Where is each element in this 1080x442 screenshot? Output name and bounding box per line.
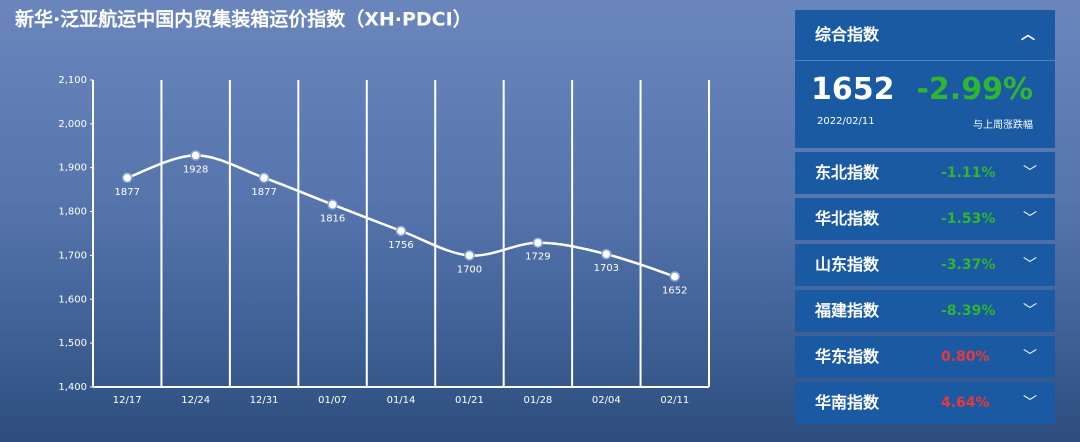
chevron-down[interactable]: ﹀ xyxy=(1023,303,1037,319)
data-label: 1729 xyxy=(525,252,550,263)
x-tick-label: 01/14 xyxy=(387,395,416,406)
summary-header[interactable]: 综合指数 ︿ xyxy=(795,10,1055,61)
point xyxy=(669,271,681,282)
data-label: 1756 xyxy=(388,240,413,251)
y-tick-label: 2,100 xyxy=(58,75,87,86)
region-name: 华南指数 xyxy=(815,393,880,412)
data-label: 1877 xyxy=(251,187,276,198)
point xyxy=(464,250,475,261)
region-row[interactable]: 华北指数 -1.53% ﹀ xyxy=(795,198,1055,240)
region-change: 4.64% xyxy=(941,395,990,411)
x-tick-label: 01/21 xyxy=(455,395,484,406)
line xyxy=(126,154,676,278)
y-tick-label: 1,900 xyxy=(58,163,87,174)
region-row[interactable]: 华东指数 0.80% ﹀ xyxy=(795,336,1055,378)
region-name: 东北指数 xyxy=(815,163,880,182)
data-label: 1652 xyxy=(662,285,687,296)
region-name: 福建指数 xyxy=(815,301,880,320)
point xyxy=(327,199,338,210)
data-label: 1877 xyxy=(114,187,139,198)
summary-card: 综合指数 ︿ 1652 -2.99% 2022/02/11 与上周涨跌幅 xyxy=(795,10,1055,148)
region-list: 东北指数 -1.11% ﹀ 华北指数 -1.53% ﹀ 山东指数 -3.37% ﹀ 福建指数 -8.… xyxy=(795,152,1055,424)
point xyxy=(395,225,407,237)
region-name: 华北指数 xyxy=(815,209,880,228)
point xyxy=(601,248,612,260)
region-change: 0.80% xyxy=(941,349,990,365)
region-change: -1.53% xyxy=(941,211,996,227)
chevron-down[interactable]: ﹀ xyxy=(1023,395,1037,411)
data-label: 1700 xyxy=(457,264,482,275)
x-tick-label: 01/07 xyxy=(318,395,347,406)
chevron-down[interactable]: ﹀ xyxy=(1023,349,1037,365)
point xyxy=(190,150,201,161)
x-tick-label: 02/04 xyxy=(592,395,621,406)
y-tick-label: 1,700 xyxy=(58,250,87,261)
y-tick-label: 1,500 xyxy=(58,338,87,349)
x-tick-label: 12/24 xyxy=(181,395,210,406)
x-tick-label: 01/28 xyxy=(523,395,552,406)
region-row[interactable]: 山东指数 -3.37% ﹀ xyxy=(795,244,1055,286)
region-name: 华东指数 xyxy=(815,347,880,366)
y-tick-label: 2,000 xyxy=(58,119,87,130)
x-tick-label: 12/31 xyxy=(250,395,279,406)
point xyxy=(258,172,270,184)
point xyxy=(121,172,133,184)
point xyxy=(532,237,544,248)
y-tick-label: 1,400 xyxy=(58,382,87,393)
chevron-down[interactable]: ﹀ xyxy=(1023,165,1037,181)
summary-date: 2022/02/11 xyxy=(817,116,875,127)
y-tick-label: 1,800 xyxy=(58,207,87,218)
summary-value: 1652 xyxy=(811,72,895,107)
x-tick-label: 12/17 xyxy=(113,395,142,406)
y-tick-label: 1,600 xyxy=(58,294,87,305)
region-change: -8.39% xyxy=(941,303,996,319)
region-row[interactable]: 东北指数 -1.11% ﹀ xyxy=(795,152,1055,194)
x-tick-label: 02/11 xyxy=(660,395,689,406)
chevron-down[interactable]: ﹀ xyxy=(1023,211,1037,227)
data-label: 1703 xyxy=(594,263,619,274)
summary-note: 与上周涨跌幅 xyxy=(973,120,1033,131)
region-change: -1.11% xyxy=(941,165,996,181)
chevron-up[interactable]: ︿ xyxy=(1021,27,1035,43)
region-row[interactable]: 华南指数 4.64% ﹀ xyxy=(795,382,1055,424)
summary-name: 综合指数 xyxy=(815,25,880,44)
region-change: -3.37% xyxy=(941,257,996,273)
summary-change: -2.99% xyxy=(916,72,1033,107)
region-row[interactable]: 福建指数 -8.39% ﹀ xyxy=(795,290,1055,332)
data-label: 1928 xyxy=(183,164,208,175)
region-name: 山东指数 xyxy=(815,255,880,274)
data-label: 1816 xyxy=(320,214,345,225)
chevron-down[interactable]: ﹀ xyxy=(1023,257,1037,273)
chart-title: 新华·泛亚航运中国内贸集装箱运价指数（XH·PDCI） xyxy=(15,8,472,31)
index-panel: 综合指数 ︿ 1652 -2.99% 2022/02/11 与上周涨跌幅 东北指数… xyxy=(795,10,1055,424)
chart: 新华·泛亚航运中国内贸集装箱运价指数（XH·PDCI） 1,400 1,500 1,… xyxy=(15,8,689,406)
